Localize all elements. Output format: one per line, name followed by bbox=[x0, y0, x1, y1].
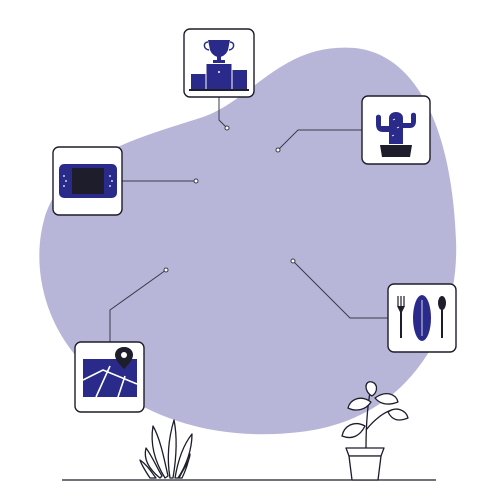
handheld-console-card bbox=[53, 147, 122, 215]
grass-plant-icon bbox=[140, 420, 192, 478]
handheld-console-icon bbox=[59, 164, 117, 198]
cutlery-plate-card bbox=[388, 284, 456, 352]
map-location-card bbox=[75, 342, 144, 412]
trophy-podium-card bbox=[184, 29, 254, 97]
cactus-card bbox=[362, 96, 430, 164]
